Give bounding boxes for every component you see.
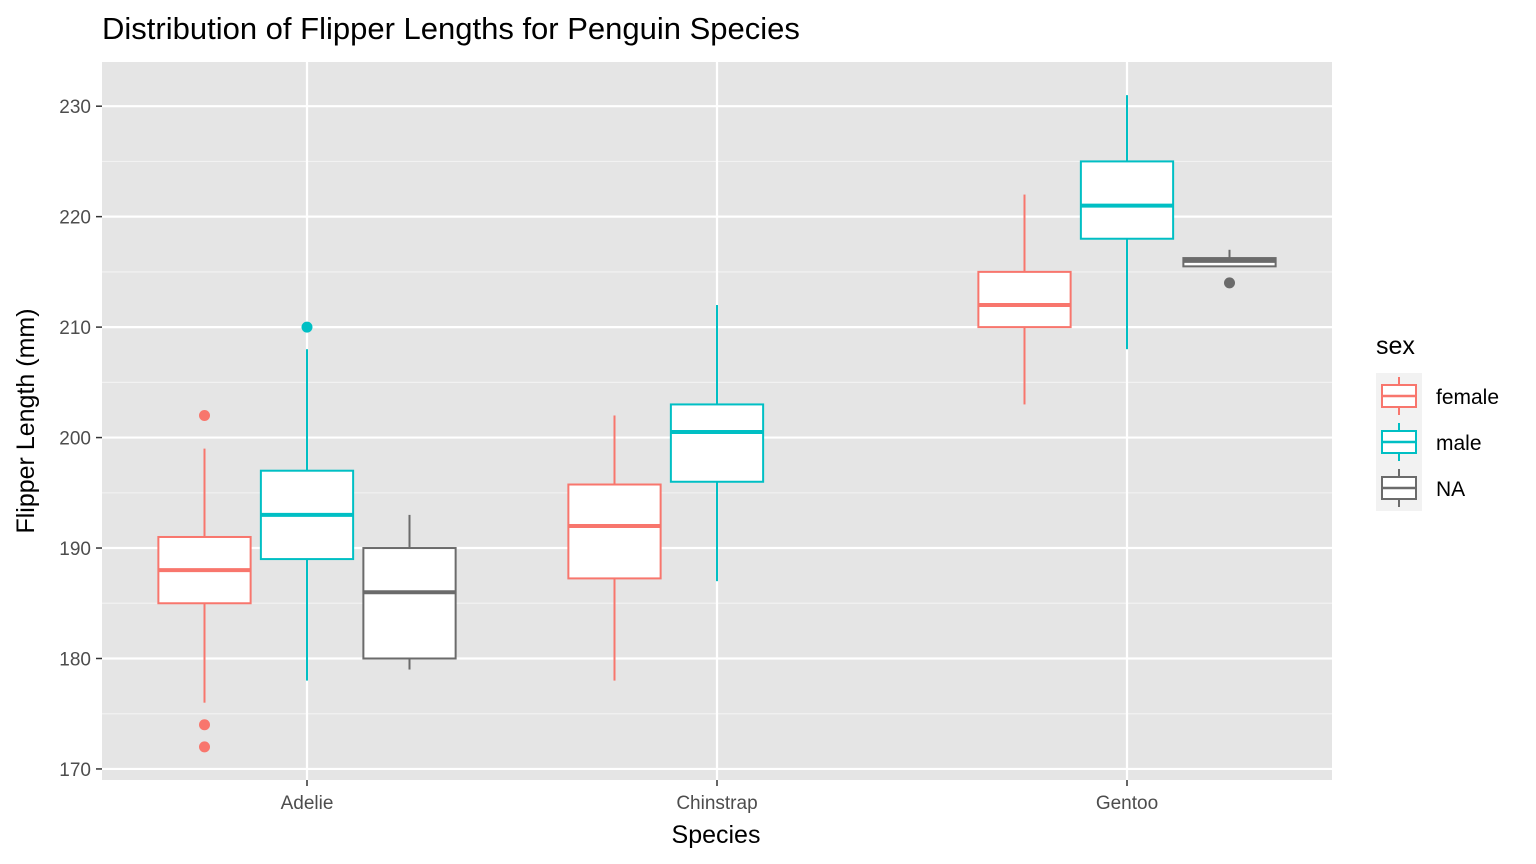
legend-key-female	[1376, 373, 1422, 419]
box-adelie-na	[362, 514, 457, 670]
y-tick-label: 210	[59, 318, 91, 339]
box-body	[1079, 160, 1175, 240]
outlier-point	[199, 741, 210, 753]
y-tick-label: 190	[59, 539, 91, 560]
legend: sex female male NA	[1376, 332, 1499, 511]
outlier-point	[199, 409, 210, 421]
x-axis: Adelie Chinstrap Gentoo	[281, 780, 1158, 814]
legend-key-na	[1376, 465, 1422, 511]
box-gentoo-male	[1079, 95, 1175, 350]
box-body	[362, 547, 457, 660]
legend-title: sex	[1376, 332, 1415, 360]
y-tick-label: 200	[59, 429, 91, 450]
y-tick-label: 230	[59, 97, 91, 118]
box-gentoo-na	[1182, 249, 1277, 289]
box-chinstrap-male	[669, 305, 765, 582]
x-axis-title: Species	[672, 821, 761, 849]
box-chinstrap-female	[567, 415, 662, 681]
y-tick-label: 180	[59, 649, 91, 670]
x-tick-label: Gentoo	[1096, 793, 1158, 814]
box-body	[977, 270, 1072, 329]
box-body	[669, 403, 765, 483]
outlier-point	[1224, 277, 1235, 289]
y-tick-label: 170	[59, 760, 91, 781]
box-adelie-male	[259, 321, 355, 681]
chart-title: Distribution of Flipper Lengths for Peng…	[102, 11, 800, 46]
x-tick-label: Chinstrap	[676, 793, 757, 814]
y-axis: 170 180 190 200 210 220 230	[59, 97, 102, 781]
legend-label: female	[1436, 386, 1499, 409]
boxes	[157, 95, 1277, 753]
legend-label: male	[1436, 432, 1482, 455]
legend-key-male	[1376, 419, 1422, 465]
y-axis-title: Flipper Length (mm)	[12, 308, 40, 533]
outlier-point	[301, 321, 313, 333]
box-gentoo-female	[977, 194, 1072, 405]
legend-label: NA	[1436, 478, 1465, 501]
y-tick-label: 220	[59, 208, 91, 229]
outlier-point	[199, 719, 210, 731]
x-tick-label: Adelie	[281, 793, 334, 814]
box-adelie-female	[157, 409, 252, 753]
box-body	[567, 483, 662, 580]
